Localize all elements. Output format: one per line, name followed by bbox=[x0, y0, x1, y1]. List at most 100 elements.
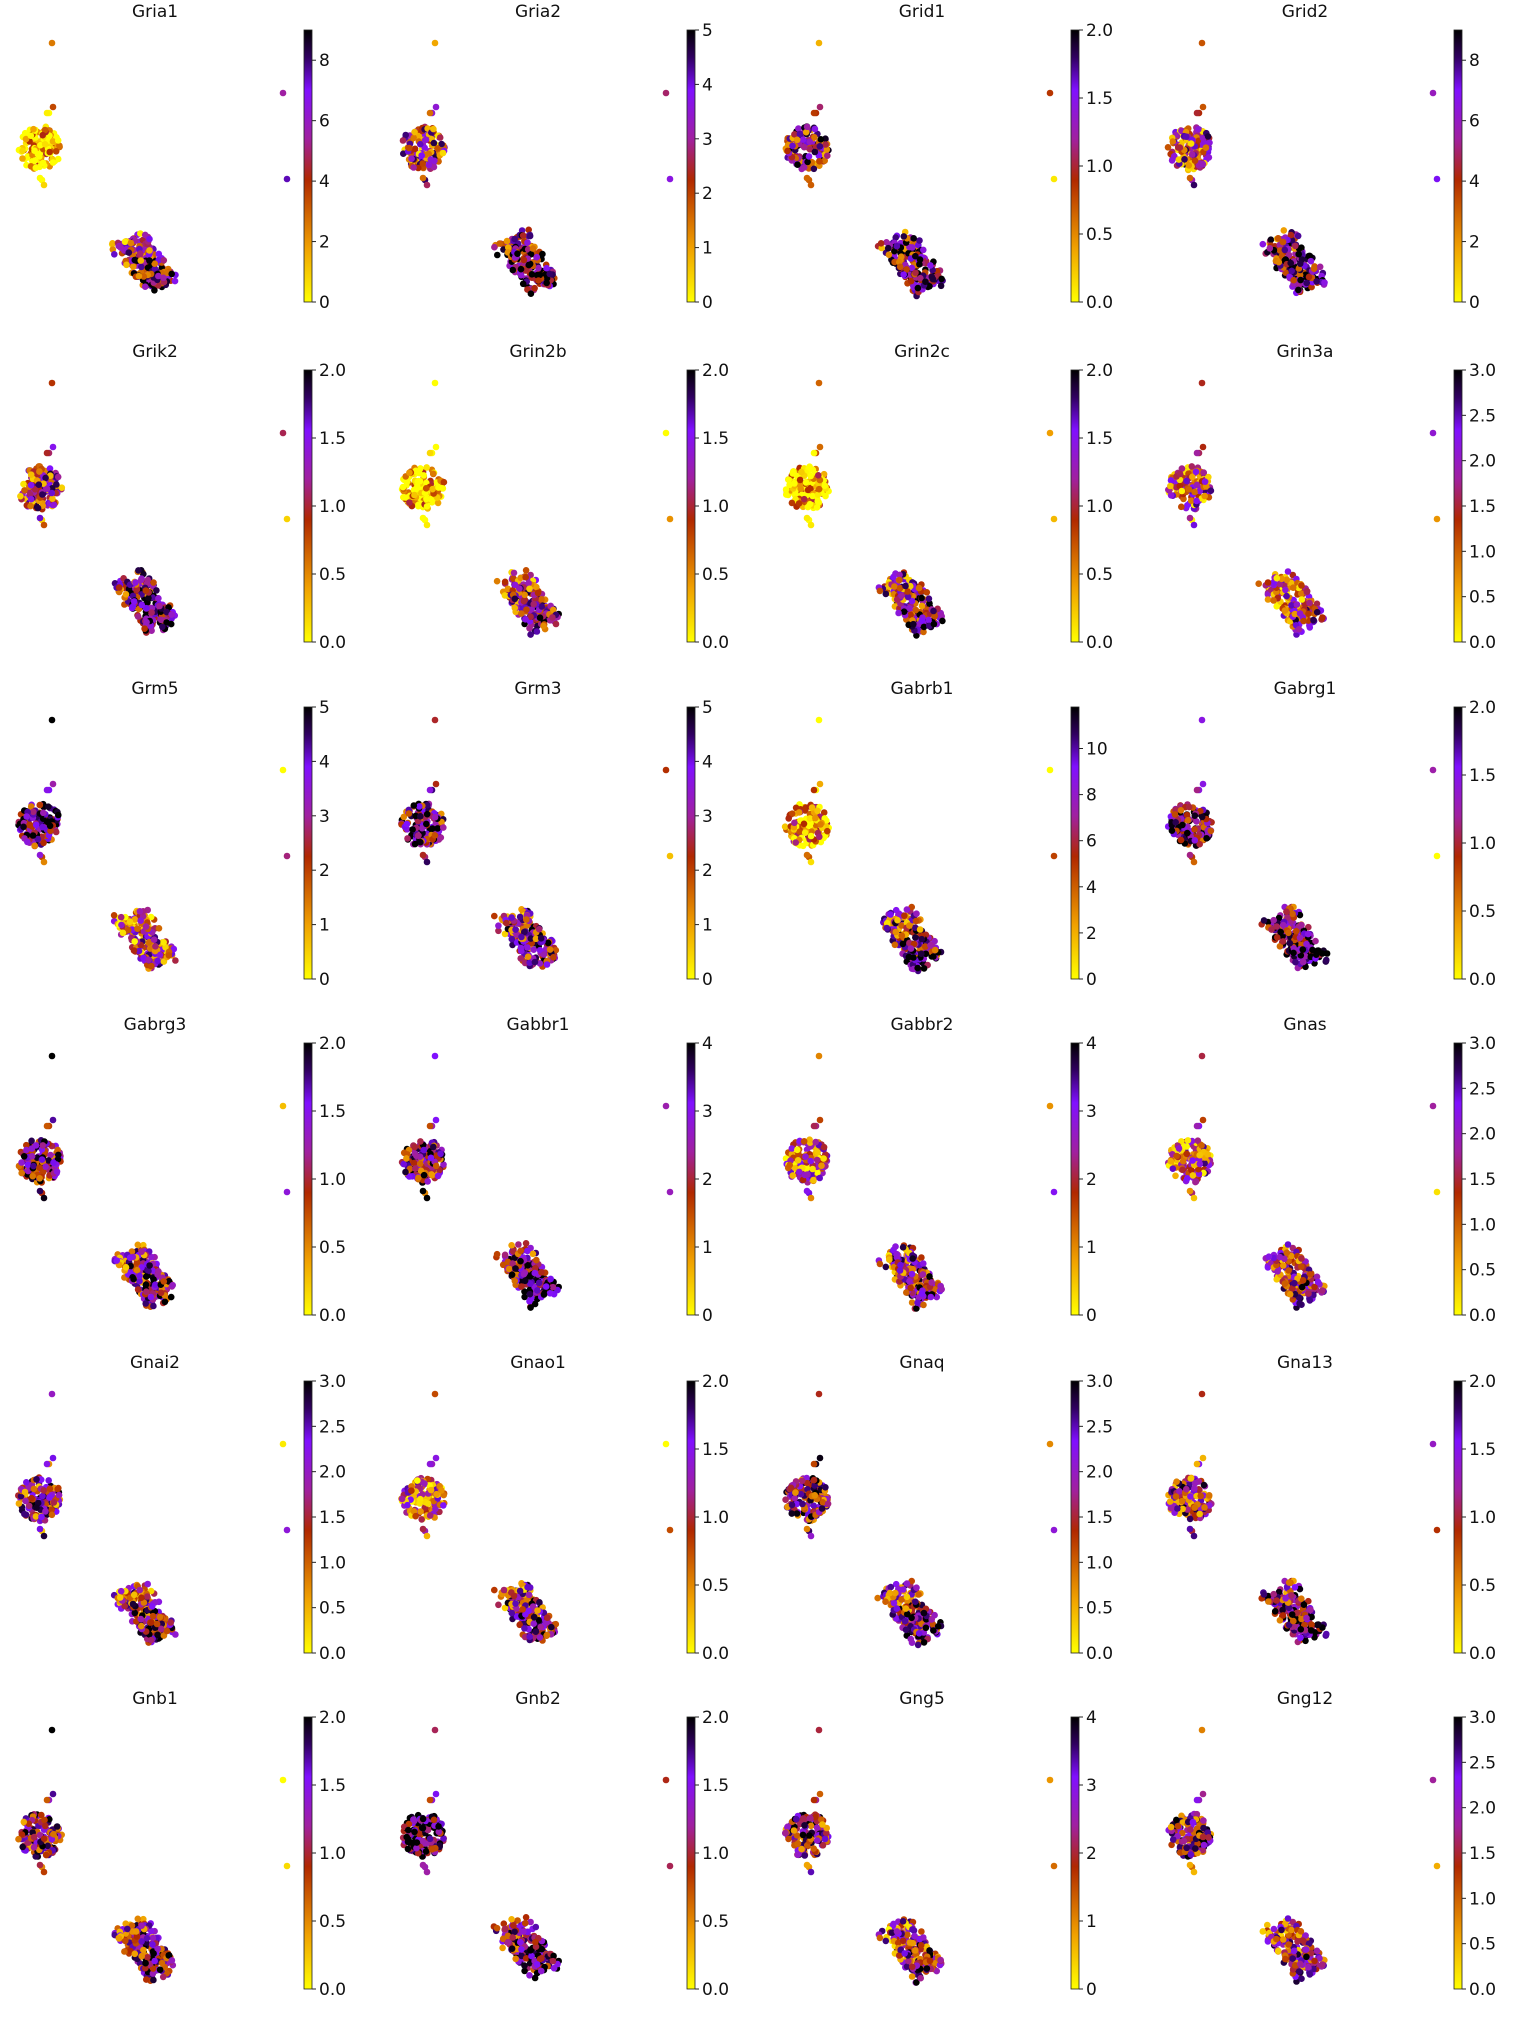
data-point bbox=[1169, 157, 1176, 164]
data-point bbox=[29, 1173, 36, 1180]
data-point bbox=[539, 603, 546, 610]
data-point bbox=[797, 485, 804, 492]
data-point bbox=[1434, 176, 1441, 183]
data-point bbox=[158, 1290, 165, 1297]
data-point bbox=[1187, 515, 1194, 522]
data-point bbox=[919, 603, 926, 610]
data-point bbox=[522, 574, 529, 581]
data-point bbox=[1191, 522, 1198, 529]
data-point bbox=[411, 1160, 418, 1167]
data-point bbox=[893, 929, 900, 936]
data-point bbox=[1290, 950, 1297, 957]
data-point bbox=[143, 923, 150, 930]
data-point bbox=[130, 263, 137, 270]
data-point bbox=[1295, 251, 1302, 258]
data-point bbox=[53, 829, 60, 836]
data-point bbox=[1283, 908, 1290, 915]
data-point bbox=[809, 493, 816, 500]
data-point bbox=[916, 261, 923, 268]
data-point bbox=[1260, 241, 1267, 248]
data-point bbox=[420, 852, 427, 859]
data-point bbox=[1295, 233, 1302, 240]
data-point bbox=[1193, 818, 1200, 825]
data-point bbox=[1189, 151, 1196, 158]
colorbar-tick-label: 3 bbox=[702, 130, 713, 150]
data-point bbox=[122, 239, 129, 246]
colorbar-tick-label: 2.0 bbox=[319, 1034, 346, 1054]
data-point bbox=[424, 1178, 431, 1185]
data-point bbox=[502, 579, 509, 586]
data-point bbox=[1298, 582, 1305, 589]
data-point bbox=[427, 1123, 434, 1130]
colorbar-tick-label: 1.0 bbox=[319, 497, 346, 517]
data-point bbox=[150, 1303, 157, 1310]
data-point bbox=[1430, 90, 1437, 97]
data-point bbox=[534, 254, 541, 261]
data-point bbox=[925, 617, 932, 624]
data-point bbox=[808, 522, 815, 529]
panel-title: Grm3 bbox=[488, 679, 588, 699]
data-point bbox=[432, 380, 439, 387]
scatter-points bbox=[1165, 40, 1441, 296]
colorbar-tick-label: 2.0 bbox=[1469, 698, 1496, 718]
colorbar-tick-label: 2 bbox=[702, 861, 713, 881]
data-point bbox=[511, 570, 518, 577]
scatter-plot: 0.00.51.01.52.0 bbox=[0, 1013, 383, 1349]
data-point bbox=[530, 245, 537, 252]
colorbar-tick-label: 1.5 bbox=[1086, 89, 1113, 109]
data-point bbox=[1168, 477, 1175, 484]
data-point bbox=[423, 496, 430, 503]
data-point bbox=[28, 132, 35, 139]
data-point bbox=[540, 623, 547, 630]
data-point bbox=[1288, 268, 1295, 275]
data-point bbox=[1170, 138, 1177, 145]
data-point bbox=[1202, 478, 1209, 485]
colorbar bbox=[304, 30, 312, 302]
colorbar-tick-label: 1.5 bbox=[1469, 766, 1496, 786]
data-point bbox=[1289, 911, 1296, 918]
data-point bbox=[1282, 607, 1289, 614]
data-point bbox=[921, 965, 928, 972]
data-point bbox=[518, 945, 525, 952]
colorbar-tick-label: 2 bbox=[319, 233, 330, 253]
data-point bbox=[796, 809, 803, 816]
data-point bbox=[517, 914, 524, 921]
data-point bbox=[494, 578, 501, 585]
data-point bbox=[1047, 767, 1054, 774]
data-point bbox=[544, 961, 551, 968]
colorbar bbox=[687, 30, 695, 302]
data-point bbox=[785, 815, 792, 822]
data-point bbox=[535, 590, 542, 597]
data-point bbox=[33, 1142, 40, 1149]
data-point bbox=[1319, 614, 1326, 621]
data-point bbox=[1195, 126, 1202, 133]
data-point bbox=[40, 810, 47, 817]
data-point bbox=[491, 913, 498, 920]
data-point bbox=[891, 583, 898, 590]
data-point bbox=[31, 842, 38, 849]
data-point bbox=[33, 165, 40, 172]
data-point bbox=[810, 467, 817, 474]
data-point bbox=[1199, 814, 1206, 821]
data-point bbox=[409, 826, 416, 833]
data-point bbox=[802, 829, 809, 836]
data-point bbox=[1297, 277, 1304, 284]
data-point bbox=[816, 158, 823, 165]
colorbar-tick-label: 0 bbox=[702, 970, 713, 990]
data-point bbox=[547, 946, 554, 953]
data-point bbox=[402, 1169, 409, 1176]
data-point bbox=[1305, 931, 1312, 938]
data-point bbox=[1324, 950, 1331, 957]
data-point bbox=[796, 500, 803, 507]
colorbar-tick-label: 3 bbox=[319, 807, 330, 827]
data-point bbox=[523, 606, 530, 613]
panel-title: Grm5 bbox=[105, 679, 205, 699]
data-point bbox=[521, 257, 528, 264]
data-point bbox=[131, 947, 138, 954]
data-point bbox=[895, 610, 902, 617]
data-point bbox=[518, 934, 525, 941]
data-point bbox=[412, 1165, 419, 1172]
